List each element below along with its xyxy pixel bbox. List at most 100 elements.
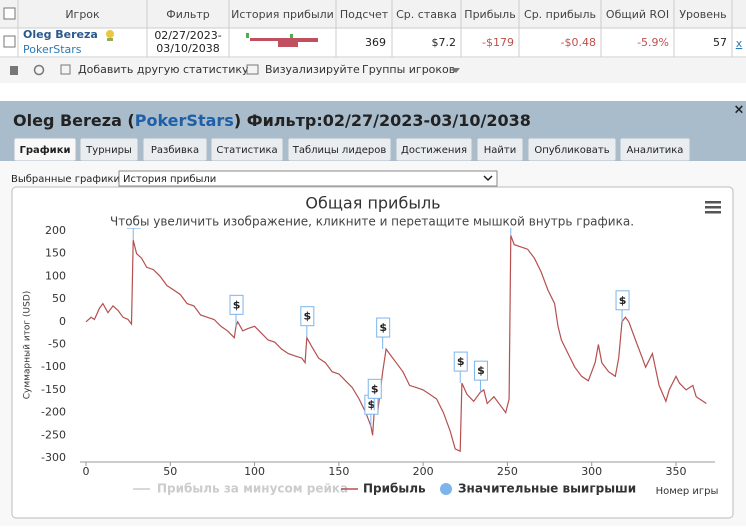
table-header (0, 0, 746, 28)
visualize[interactable]: Визуализируйте (265, 63, 360, 76)
y-tick-label: -100 (41, 360, 66, 373)
y-tick-label: -200 (41, 406, 66, 419)
y-tick-label: 0 (59, 315, 66, 328)
win-flag-label: $ (368, 398, 376, 411)
y-tick-label: -150 (41, 383, 66, 396)
win-flag-label: $ (371, 382, 379, 395)
win-flag-label: $ (619, 294, 627, 307)
legend-label[interactable]: Значительные выигрыши (458, 482, 636, 496)
tab-label[interactable]: Достижения (401, 145, 467, 156)
trash-icon[interactable] (10, 66, 18, 75)
win-flag-label: $ (303, 310, 311, 323)
x-tick-label: 0 (83, 465, 90, 478)
player-site[interactable]: PokerStars (23, 43, 82, 56)
win-flag[interactable] (376, 317, 391, 338)
tab-label[interactable]: Опубликовать (534, 145, 609, 156)
y-axis-label: Суммарный итог (USD) (23, 291, 33, 400)
win-flag-label: $ (477, 364, 485, 377)
tab-label[interactable]: Таблицы лидеров (292, 145, 387, 156)
checkbox[interactable] (3, 7, 16, 20)
add-stats[interactable]: Добавить другую статистику (78, 63, 249, 76)
y-tick-label: 100 (45, 269, 66, 282)
y-tick-label: -250 (41, 428, 66, 441)
tab-label[interactable]: Аналитика (627, 145, 684, 156)
title-filter: ) Фильтр:02/27/2023-03/10/2038 (234, 111, 531, 130)
select-arrow (483, 175, 493, 182)
tab-label[interactable]: Разбивка (151, 145, 199, 156)
trophy-icon (107, 38, 113, 41)
legend-label[interactable]: Прибыль (363, 482, 426, 496)
win-flag-label: $ (457, 355, 465, 368)
level: 57 (713, 36, 727, 49)
x-tick-label: 300 (581, 465, 602, 478)
legend-label[interactable]: Прибыль за минусом рейка (157, 482, 348, 496)
win-flag[interactable] (367, 378, 382, 399)
column-header[interactable]: Ср. прибыль (524, 8, 596, 21)
x-axis-label: Номер игры (656, 486, 719, 497)
close-icon[interactable]: × (734, 103, 745, 118)
profit-line (85, 235, 707, 453)
count: 369 (365, 36, 386, 49)
win-flag[interactable] (300, 306, 315, 327)
win-flag[interactable] (615, 290, 630, 311)
legend-symbol (440, 483, 452, 495)
x-tick-label: 50 (163, 465, 177, 478)
title-player: Oleg Bereza ( (13, 111, 135, 130)
player-name[interactable]: Oleg Bereza (23, 28, 98, 41)
y-tick-label: -50 (48, 338, 66, 351)
column-header[interactable]: История прибыли (231, 8, 334, 21)
win-flag[interactable] (126, 209, 141, 229)
x-tick-label: 350 (665, 465, 686, 478)
plot-area: $$$$$$$$$$ (85, 209, 707, 453)
win-flag-label: $ (233, 298, 241, 311)
panel-title: Oleg Bereza (PokerStars) Фильтр:02/27/20… (13, 111, 531, 130)
title-site[interactable]: PokerStars (135, 111, 234, 130)
win-flag[interactable] (473, 360, 488, 381)
select-label: Выбранные графики: (11, 174, 123, 185)
tab-label[interactable]: Графики (19, 144, 70, 156)
x-tick-label: 250 (497, 465, 518, 478)
chart-title: Общая прибыль (305, 194, 440, 213)
y-tick-label: 200 (45, 224, 66, 237)
y-tick-label: 150 (45, 247, 66, 260)
select-value: История прибыли (123, 174, 216, 185)
x-tick-label: 150 (328, 465, 349, 478)
win-flag[interactable] (453, 351, 468, 372)
tab-label[interactable]: Найти (484, 145, 516, 156)
dropdown-arrow (452, 68, 460, 73)
menu-icon[interactable] (705, 201, 721, 214)
profit: -$179 (482, 36, 514, 49)
win-flag-label: $ (379, 321, 387, 334)
win-flag[interactable] (229, 294, 244, 315)
y-tick-label: -300 (41, 451, 66, 464)
avg-stake: $7.2 (432, 36, 457, 49)
column-header[interactable]: Прибыль (464, 8, 515, 21)
column-header[interactable]: Подсчет (340, 8, 389, 21)
column-header[interactable]: Уровень (679, 8, 726, 21)
column-header[interactable]: Фильтр (166, 8, 210, 21)
refresh-icon[interactable] (33, 64, 45, 76)
tab-label[interactable]: Турниры (85, 145, 132, 156)
trophy-icon (106, 30, 114, 38)
filter-line: 02/27/2023- (154, 29, 221, 42)
y-tick-label: 50 (52, 292, 66, 305)
chart-subtitle: Чтобы увеличить изображение, кликните и … (110, 215, 634, 229)
table-row (0, 28, 746, 57)
roi: -5.9% (637, 36, 669, 49)
chart-box (11, 186, 734, 519)
select[interactable] (118, 170, 498, 187)
column-header[interactable]: Общий ROI (606, 8, 669, 21)
tab-label[interactable]: Статистика (216, 145, 277, 156)
remove-link[interactable]: x (736, 37, 743, 50)
column-header[interactable]: Игрок (65, 8, 100, 21)
x-tick-label: 200 (413, 465, 434, 478)
toolbar (0, 58, 746, 83)
filter-line: 03/10/2038 (156, 42, 219, 55)
visualize-icon (246, 64, 259, 75)
checkbox[interactable] (3, 35, 16, 48)
column-header[interactable]: Ср. ставка (396, 8, 457, 21)
groups[interactable]: Группы игроков (362, 63, 455, 76)
avg-profit: -$0.48 (561, 36, 596, 49)
add-icon (60, 64, 71, 75)
